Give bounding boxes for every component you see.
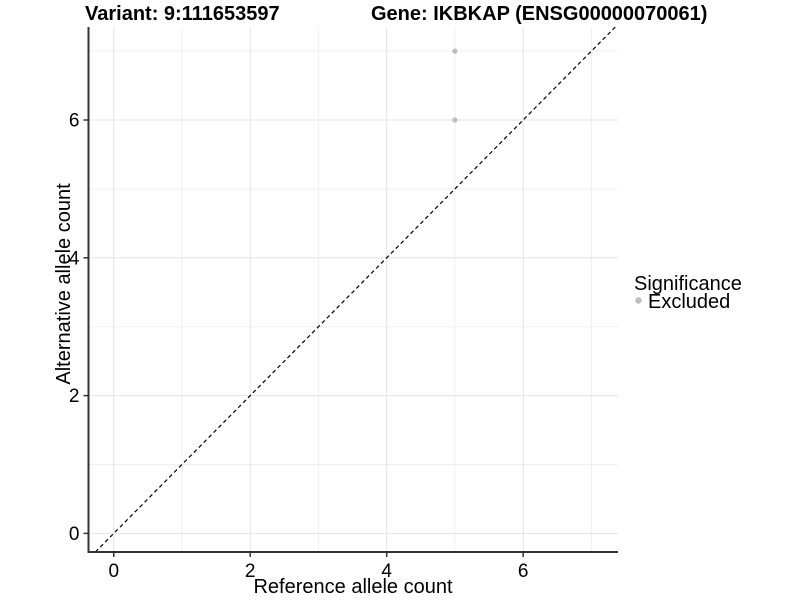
data-points	[452, 48, 458, 123]
legend-point-swatch	[635, 297, 642, 304]
y-tick-label: 0	[69, 524, 80, 545]
legend-item-excluded: Excluded	[648, 291, 730, 313]
x-tick-label: 4	[381, 561, 392, 582]
y-tick-label: 6	[69, 111, 80, 132]
data-point-excluded	[452, 117, 458, 123]
identity-dashed-line	[94, 26, 616, 553]
gridlines	[88, 27, 618, 552]
y-tick-label: 2	[69, 386, 80, 407]
plot-title-gene: Gene: IKBKAP (ENSG00000070061)	[371, 3, 707, 25]
data-point-excluded	[452, 48, 458, 54]
plot-title-variant: Variant: 9:111653597	[85, 3, 280, 25]
x-tick-label: 2	[245, 561, 256, 582]
x-tick-label: 0	[108, 561, 119, 582]
identity-line-layer	[94, 26, 616, 553]
legend: Significance Excluded	[634, 273, 742, 313]
axes: 0 2 4 6 0 2 4 6	[69, 27, 618, 582]
y-axis-title: Alternative allele count	[53, 183, 75, 385]
y-tick-label: 4	[69, 248, 80, 269]
x-axis-title: Reference allele count	[253, 576, 452, 598]
legend-title: Significance	[634, 273, 742, 295]
x-tick-label: 6	[518, 561, 529, 582]
